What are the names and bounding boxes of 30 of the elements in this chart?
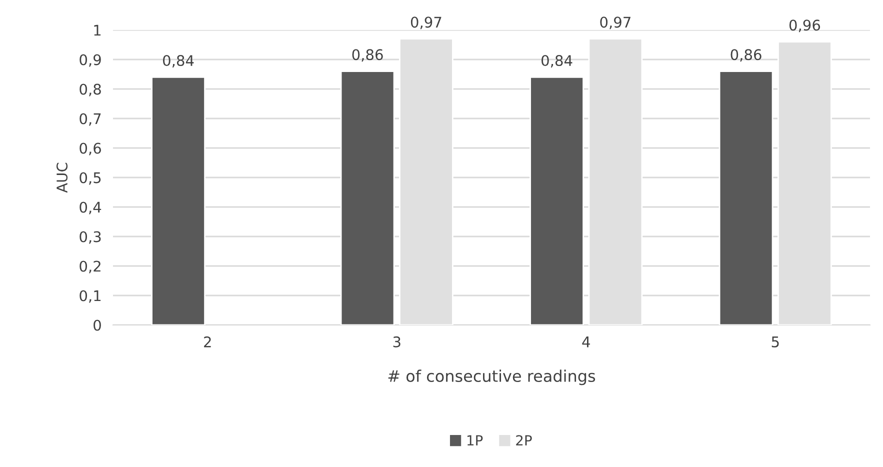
data-label: 0,84 xyxy=(542,55,572,68)
x-tick-label: 5 xyxy=(772,336,779,348)
y-axis-title: AUC xyxy=(56,162,68,193)
y-tick-label: 0,8 xyxy=(80,84,101,96)
y-tick-label: 0,2 xyxy=(80,260,100,274)
data-label: 0,97 xyxy=(410,16,442,30)
x-tick-label: 4 xyxy=(582,336,590,348)
y-tick-label: 0,5 xyxy=(80,172,101,185)
x-tick-label: 2 xyxy=(204,336,211,348)
x-tick-label: 3 xyxy=(393,336,400,348)
y-tick-label: 0,7 xyxy=(80,113,101,126)
bar xyxy=(718,70,774,325)
y-tick-label: 0,4 xyxy=(80,202,102,214)
y-tick-label: 0 xyxy=(94,320,101,331)
legend-label: 2P xyxy=(516,435,532,446)
x-axis-title: # of consecutive readings xyxy=(388,370,596,386)
data-label: 0,86 xyxy=(730,49,762,62)
bar xyxy=(340,70,395,325)
data-label: 0,97 xyxy=(600,16,630,30)
y-tick-label: 0,1 xyxy=(80,290,101,303)
y-tick-label: 0,9 xyxy=(80,54,101,67)
data-label: 0,96 xyxy=(789,20,820,32)
y-tick-label: 0,3 xyxy=(80,231,101,244)
y-tick-label: 0,6 xyxy=(80,142,101,156)
data-label: 0,86 xyxy=(352,49,383,62)
bar xyxy=(530,76,584,325)
bar xyxy=(151,76,206,325)
data-label: 0,84 xyxy=(163,55,194,68)
legend-label: 1P xyxy=(467,435,483,446)
y-tick-label: 1 xyxy=(94,24,101,36)
